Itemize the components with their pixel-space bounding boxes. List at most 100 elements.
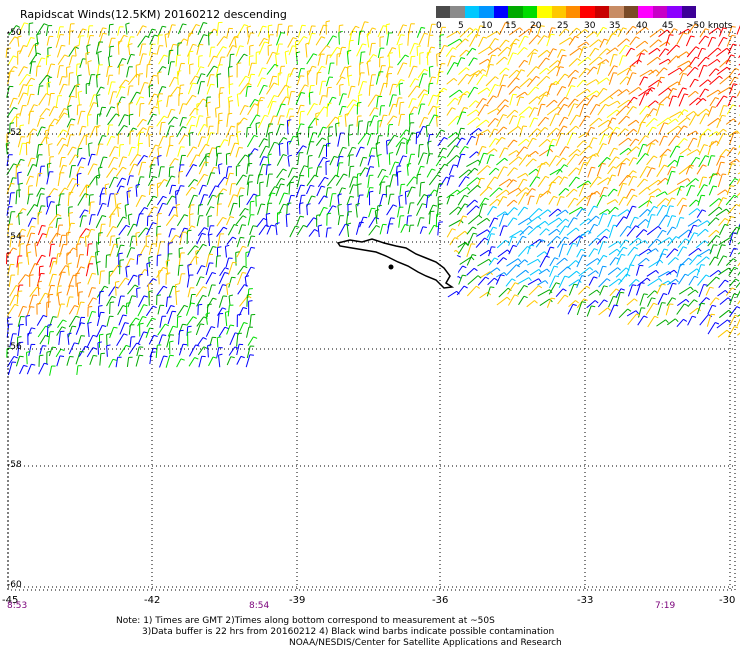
wind-barb-tick — [125, 277, 130, 281]
wind-barb-tick — [594, 300, 599, 304]
wind-barb-tick — [713, 244, 718, 246]
wind-barb — [109, 91, 114, 105]
wind-barb-tick — [541, 163, 546, 165]
wind-barb-tick — [41, 187, 46, 190]
wind-barb — [546, 83, 552, 96]
wind-barb — [587, 215, 597, 225]
wind-barb — [527, 278, 539, 286]
wind-barb — [597, 77, 607, 85]
wind-barb-tick — [627, 225, 632, 229]
wind-barb — [359, 21, 365, 36]
wind-barb-tick — [685, 298, 690, 303]
wind-barb-tick — [694, 78, 699, 82]
wind-barb-tick — [23, 45, 28, 47]
wind-barb-tick — [102, 215, 107, 218]
wind-barb — [366, 27, 373, 38]
wind-barb-tick — [601, 162, 606, 165]
wind-barb — [406, 186, 413, 198]
legend-label: 0 — [436, 21, 442, 31]
wind-barb-tick — [46, 108, 51, 111]
wind-barb-tick — [189, 213, 194, 215]
wind-barb — [36, 187, 42, 197]
wind-barb — [76, 283, 79, 297]
wind-barb-tick — [420, 165, 425, 168]
wind-barb-tick — [651, 143, 656, 145]
wind-barb-tick — [131, 295, 136, 297]
wind-barb — [99, 271, 102, 285]
wind-barb-tick — [466, 187, 471, 191]
wind-barb-tick — [224, 139, 229, 142]
wind-barb-tick — [613, 147, 618, 150]
wind-barb-tick — [280, 177, 285, 181]
wind-barb — [698, 155, 706, 168]
wind-barb-tick — [136, 73, 141, 77]
wind-barb-tick — [125, 22, 130, 25]
wind-barb-tick — [646, 105, 651, 109]
wind-barb — [477, 165, 488, 176]
wind-barb-tick — [486, 229, 491, 234]
wind-barb-tick — [531, 188, 536, 191]
wind-barb — [109, 264, 119, 277]
wind-barb-tick — [152, 278, 157, 281]
wind-barb-tick — [30, 232, 36, 235]
wind-barb-tick — [148, 290, 153, 293]
wind-barb-tick — [39, 354, 44, 357]
wind-barb — [95, 41, 100, 55]
wind-barb — [328, 63, 331, 75]
wind-barb — [138, 269, 146, 279]
lat-label-52: -52 — [7, 128, 22, 138]
wind-barb — [238, 75, 247, 87]
wind-barb — [568, 167, 577, 177]
wind-barb — [145, 305, 154, 317]
wind-barb — [148, 243, 153, 255]
wind-barb-tick — [525, 269, 529, 274]
wind-barb-tick — [683, 318, 688, 322]
wind-barb-tick — [636, 146, 640, 150]
wind-barb — [357, 132, 367, 145]
legend-label: 25 — [557, 21, 569, 31]
wind-barb — [146, 263, 149, 276]
wind-barb — [7, 71, 11, 85]
wind-barb-tick — [244, 207, 249, 211]
wind-barb-tick — [283, 137, 288, 140]
wind-barb — [586, 90, 597, 98]
wind-barb-tick — [667, 87, 672, 92]
wind-barb — [18, 66, 25, 77]
wind-barb — [135, 233, 138, 246]
wind-barb — [329, 47, 338, 59]
wind-barb — [667, 166, 673, 176]
wind-barb-tick — [554, 275, 560, 278]
wind-barb — [99, 107, 103, 117]
wind-barb-tick — [63, 143, 68, 147]
wind-barb-tick — [669, 34, 674, 36]
wind-barb — [125, 267, 128, 278]
wind-barb — [477, 104, 486, 117]
wind-barb-tick — [313, 132, 318, 134]
wind-barb — [179, 155, 183, 166]
wind-barb — [244, 276, 247, 287]
wind-barb — [579, 145, 590, 156]
wind-barb-tick — [676, 44, 680, 48]
wind-barb — [19, 105, 24, 117]
wind-barb-tick — [424, 68, 429, 72]
wind-barb — [226, 356, 232, 366]
wind-barb — [709, 75, 720, 85]
wind-barb-tick — [126, 302, 131, 304]
wind-barb — [537, 289, 550, 297]
wind-barb-tick — [633, 298, 638, 302]
wind-barb — [176, 71, 179, 85]
wind-barb — [556, 66, 561, 77]
wind-barb-tick — [600, 62, 605, 64]
wind-barb-tick — [704, 35, 709, 39]
wind-barb — [256, 77, 263, 88]
wind-barb-tick — [247, 295, 252, 299]
wind-barb-tick — [614, 47, 619, 52]
wind-barb-tick — [735, 278, 740, 282]
wind-barb — [358, 72, 362, 86]
wind-barb-tick — [316, 214, 321, 216]
wind-barb-tick — [64, 108, 69, 111]
wind-barb — [165, 261, 169, 276]
wind-barb — [338, 32, 340, 45]
wind-barb-tick — [715, 217, 720, 221]
wind-barb-tick — [46, 93, 51, 96]
